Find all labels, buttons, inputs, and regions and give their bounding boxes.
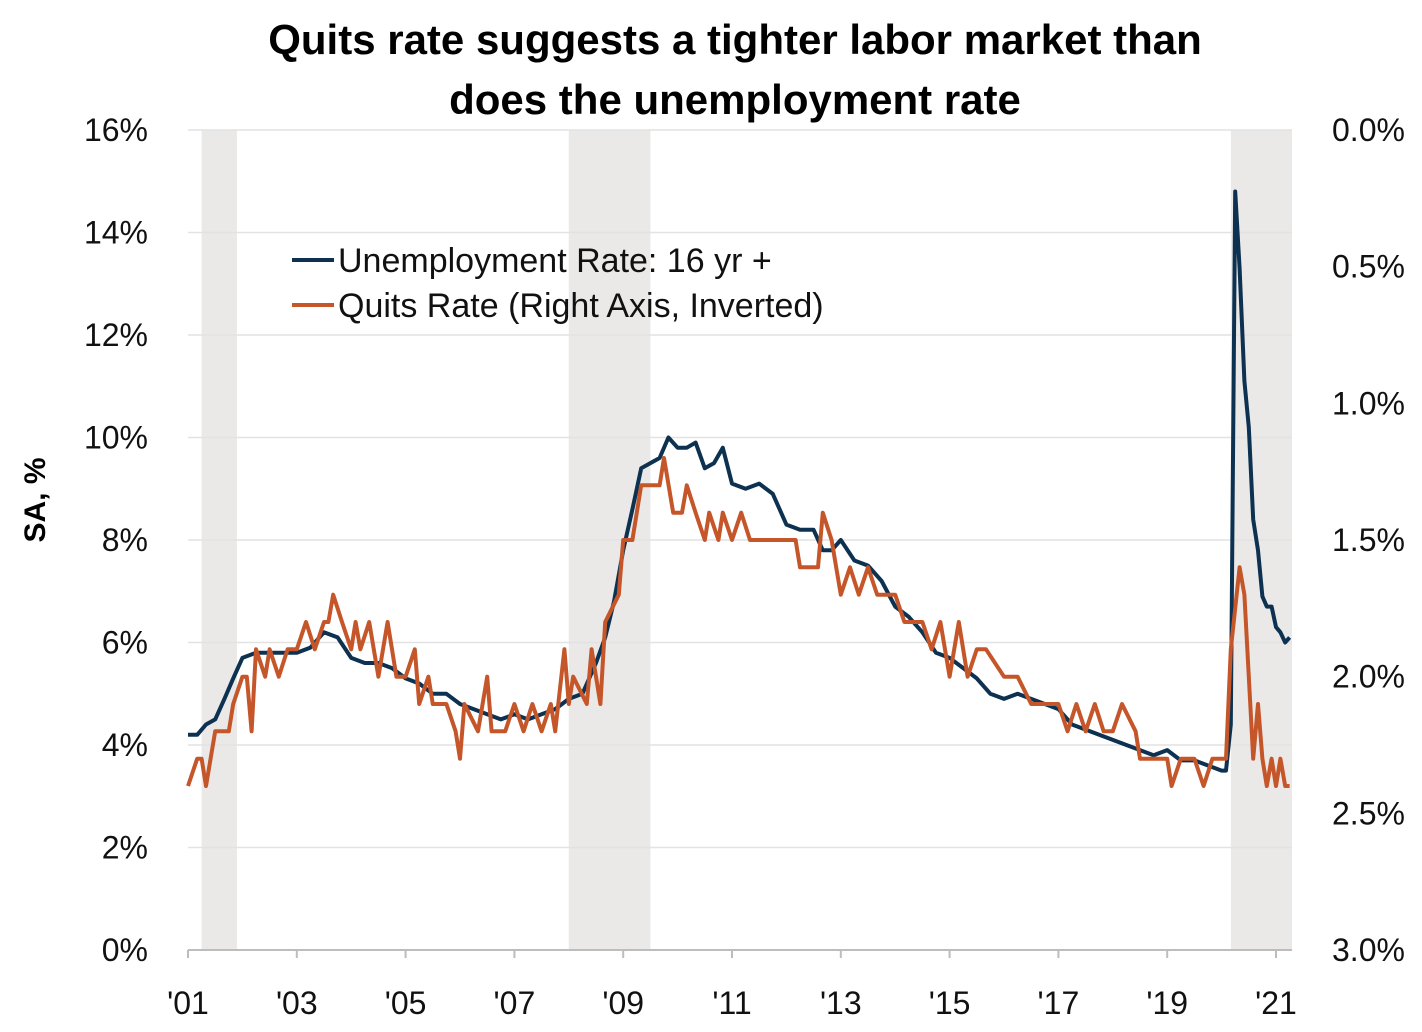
- chart-title-line-2: does the unemployment rate: [449, 76, 1021, 123]
- y-tick-label: 14%: [84, 215, 148, 251]
- y-axis-label: SA, %: [19, 457, 52, 542]
- y-tick-label: 4%: [102, 727, 148, 763]
- legend: Unemployment Rate: 16 yr + Quits Rate (R…: [292, 242, 824, 325]
- y2-tick-label: 0.5%: [1332, 249, 1405, 285]
- axes: 0% 2% 4% 6% 8% 10% 12% 14% 16% 0.0% 0.5% 1.0% 1.5% 2.…: [84, 112, 1405, 1021]
- y2-tick-label: 2.5%: [1332, 795, 1405, 831]
- y2-tick-label: 2.0%: [1332, 659, 1405, 695]
- y-tick-label: 6%: [102, 625, 148, 661]
- x-tick-label: '07: [494, 985, 536, 1021]
- y-tick-label: 10%: [84, 420, 148, 456]
- y2-tick-label: 0.0%: [1332, 112, 1405, 148]
- quits-rate-line: [186, 456, 1290, 788]
- x-tick-label: '05: [385, 985, 427, 1021]
- y-tick-label: 0%: [102, 932, 148, 968]
- y-tick-label: 12%: [84, 317, 148, 353]
- x-tick-label: '17: [1038, 985, 1080, 1021]
- gridlines: [188, 129, 1292, 849]
- chart-title-line-1: Quits rate suggests a tighter labor mark…: [268, 16, 1202, 63]
- x-tick-label: '09: [602, 985, 644, 1021]
- x-tick-label: '11: [712, 985, 751, 1021]
- x-tick-label: '13: [820, 985, 862, 1021]
- y-tick-label: 16%: [84, 112, 148, 148]
- legend-label-unemployment: Unemployment Rate: 16 yr +: [338, 242, 772, 280]
- chart-title: Quits rate suggests a tighter labor mark…: [0, 10, 1422, 130]
- x-tick-label: '15: [929, 985, 971, 1021]
- y2-tick-label: 3.0%: [1332, 932, 1405, 968]
- x-tick-label: '21: [1255, 985, 1297, 1021]
- x-tick-label: '03: [276, 985, 318, 1021]
- x-tick-label: '19: [1146, 985, 1188, 1021]
- y-tick-label: 2%: [102, 830, 148, 866]
- x-tick-label: '01: [167, 985, 209, 1021]
- y-tick-label: 8%: [102, 522, 148, 558]
- y2-tick-label: 1.0%: [1332, 385, 1405, 421]
- unemployment-rate-line: [188, 189, 1292, 773]
- legend-label-quits: Quits Rate (Right Axis, Inverted): [338, 287, 824, 325]
- y2-tick-label: 1.5%: [1332, 522, 1405, 558]
- series-lines: [186, 189, 1292, 788]
